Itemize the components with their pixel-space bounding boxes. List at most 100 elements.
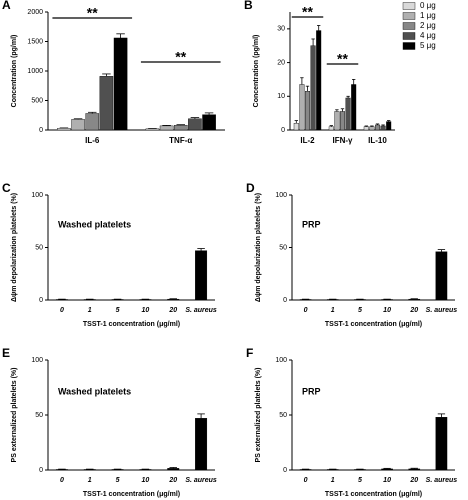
legend-swatch — [402, 22, 416, 30]
y-tick-label: 100 — [31, 357, 43, 364]
bar — [55, 469, 68, 471]
bar — [71, 119, 85, 131]
y-tick-label: 100 — [275, 357, 287, 364]
bar — [99, 76, 114, 131]
y-tick-label: 100 — [31, 192, 43, 199]
annotation: PRP — [302, 386, 321, 396]
bar — [334, 111, 340, 131]
bar — [167, 468, 180, 471]
y-tick-label: 1000 — [27, 68, 43, 75]
y-tick-label: 1500 — [27, 38, 43, 45]
y-axis-label: Δψm depolarization platelets (%) — [11, 193, 18, 302]
bar — [408, 468, 421, 471]
bar — [83, 469, 96, 471]
legend-swatch — [402, 42, 416, 50]
bar — [159, 125, 174, 131]
bar — [435, 417, 448, 471]
x-tick-label: S. aureus — [426, 307, 458, 314]
bar — [326, 469, 339, 471]
x-tick-label: IFN-γ — [333, 136, 354, 145]
bar — [380, 125, 386, 131]
bar — [195, 250, 208, 301]
panel-letter: B — [244, 0, 253, 12]
y-axis-label: Concentration (pg/ml) — [253, 35, 260, 108]
y-tick-label: 0 — [283, 467, 287, 474]
bar — [305, 91, 311, 131]
x-tick-label: IL-10 — [368, 136, 387, 145]
x-tick-label: 5 — [358, 477, 362, 484]
bar — [310, 45, 316, 131]
significance: ** — [302, 4, 313, 20]
bar — [299, 469, 312, 471]
bar — [328, 126, 334, 131]
y-tick-label: 10 — [277, 93, 285, 100]
annotation: Washed platelets — [58, 219, 131, 229]
bar — [408, 298, 421, 301]
y-tick-label: 0 — [283, 297, 287, 304]
x-tick-label: 20 — [409, 477, 418, 484]
bar — [113, 37, 128, 131]
bar — [173, 125, 188, 131]
y-tick-label: 0 — [39, 297, 43, 304]
y-tick-label: 50 — [35, 412, 43, 419]
y-tick-label: 50 — [279, 412, 287, 419]
bar — [354, 469, 366, 471]
y-tick-label: 100 — [275, 192, 287, 199]
legend-label: 5 μg — [420, 41, 436, 50]
y-tick-label: 20 — [277, 59, 285, 66]
bar — [202, 114, 216, 131]
legend-swatch — [402, 32, 416, 40]
bar — [340, 111, 346, 131]
x-tick-label: 1 — [88, 307, 92, 314]
bar — [188, 118, 202, 131]
bar — [57, 128, 71, 131]
x-tick-label: TNF-α — [169, 136, 192, 145]
y-axis-label: Δψm depolarization platelets (%) — [255, 193, 262, 302]
x-tick-label: 5 — [116, 477, 120, 484]
x-tick-label: 0 — [304, 477, 308, 484]
x-tick-label: 0 — [60, 477, 64, 484]
significance: ** — [337, 51, 348, 67]
bar — [435, 251, 448, 301]
y-tick-label: 0 — [39, 467, 43, 474]
x-tick-label: 10 — [142, 307, 150, 314]
legend-swatch — [402, 2, 416, 10]
y-tick-label: 30 — [277, 26, 285, 33]
significance: ** — [87, 5, 98, 21]
x-axis-label: TSST-1 concentration (μg/ml) — [83, 321, 180, 328]
y-tick-label: 0 — [39, 127, 43, 134]
panel-letter: F — [246, 346, 253, 360]
x-tick-label: 1 — [331, 477, 335, 484]
panel-letter: E — [2, 346, 10, 360]
y-axis-label: Concentration (pg/ml) — [11, 35, 18, 108]
y-tick-label: 2000 — [27, 9, 43, 16]
y-tick-label: 50 — [35, 244, 43, 251]
x-tick-label: 20 — [168, 307, 177, 314]
x-tick-label: 1 — [88, 477, 92, 484]
panel-letter: D — [246, 181, 255, 195]
x-tick-label: IL-2 — [300, 136, 315, 145]
bar — [345, 97, 351, 131]
y-tick-label: 500 — [31, 97, 43, 104]
y-axis-label: PS externalized platelets (%) — [255, 368, 262, 463]
bar — [386, 121, 392, 131]
x-axis-label: TSST-1 concentration (μg/ml) — [325, 321, 422, 328]
significance: ** — [175, 49, 186, 65]
annotation: PRP — [302, 219, 321, 229]
x-tick-label: S. aureus — [185, 477, 217, 484]
y-tick-label: 0 — [281, 127, 285, 134]
bar — [139, 469, 152, 471]
bar — [369, 126, 375, 131]
bar — [316, 30, 322, 131]
panel-letter: A — [2, 0, 11, 12]
legend-label: 0 μg — [420, 1, 436, 10]
bar — [145, 128, 160, 131]
x-tick-label: 1 — [331, 307, 335, 314]
x-tick-label: 10 — [383, 477, 391, 484]
legend-label: 2 μg — [420, 21, 436, 30]
bar — [375, 124, 381, 131]
x-tick-label: 10 — [383, 307, 391, 314]
x-tick-label: 0 — [304, 307, 308, 314]
bar — [293, 123, 299, 131]
